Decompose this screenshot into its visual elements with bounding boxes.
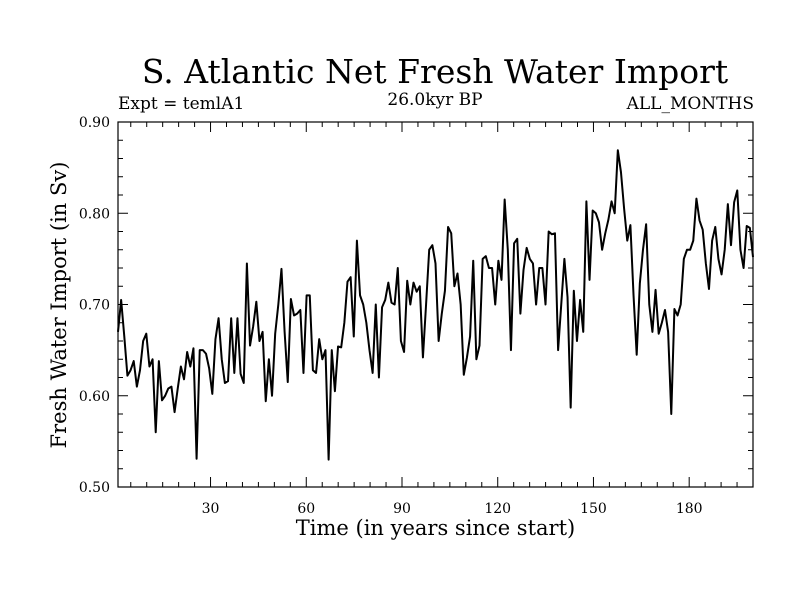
- period-label: ALL_MONTHS: [626, 94, 754, 114]
- x-tick-label: 90: [393, 501, 411, 517]
- x-tick-label: 150: [580, 501, 607, 517]
- y-tick-label: 0.60: [79, 389, 110, 405]
- chart-title: S. Atlantic Net Fresh Water Import: [141, 52, 729, 91]
- y-tick-label: 0.70: [79, 298, 110, 314]
- y-tick-label: 0.50: [79, 480, 110, 496]
- y-tick-label: 0.90: [79, 115, 110, 131]
- x-tick-label: 60: [297, 501, 315, 517]
- plot-frame: [117, 121, 754, 488]
- experiment-label: Expt = temlA1: [118, 94, 245, 114]
- x-axis-label: Time (in years since start): [295, 516, 576, 540]
- series-line: [117, 149, 754, 461]
- y-tick-label: 0.80: [79, 206, 110, 222]
- chart-subtitle: 26.0kyr BP: [387, 90, 483, 110]
- x-tick-label: 120: [484, 501, 511, 517]
- x-tick-label: 30: [202, 501, 220, 517]
- axis-ticks: [118, 122, 753, 487]
- x-tick-label: 180: [676, 501, 703, 517]
- tick-labels: 30 60 90 120 150 180 0.50 0.60 0.70 0.80 0.90: [79, 115, 703, 517]
